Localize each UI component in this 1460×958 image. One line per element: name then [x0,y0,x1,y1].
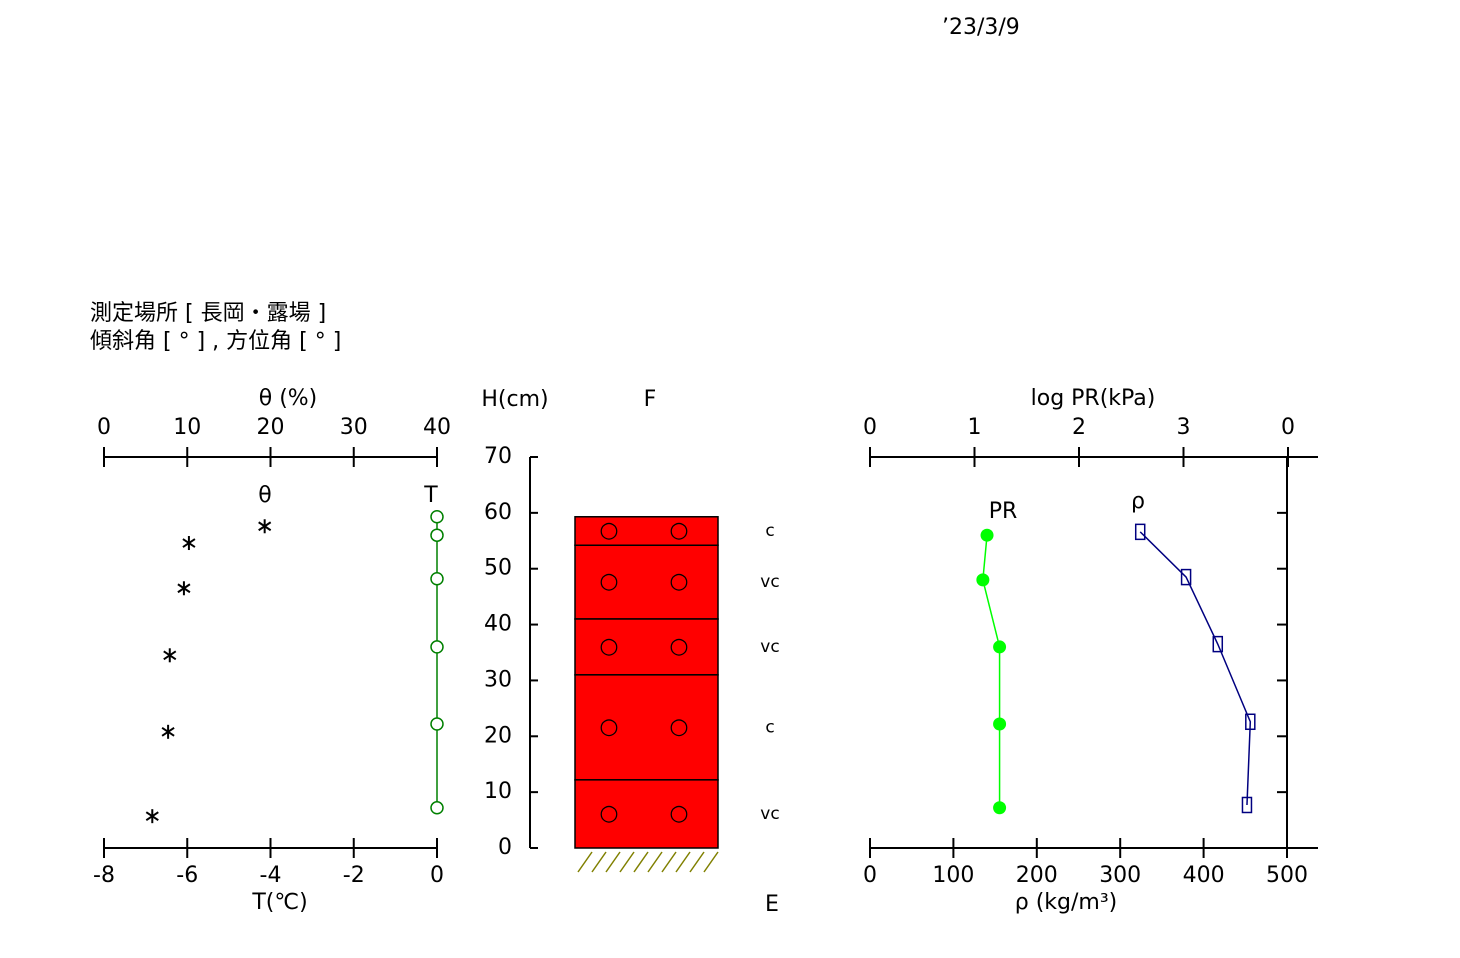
x-tick-label: 0 [863,863,877,888]
x-tick-label: 100 [932,863,974,888]
x-tick-label: 10 [173,415,201,440]
temperature-point [430,510,444,524]
grain-size: vc [760,572,779,592]
x-tick-label: 0 [1281,415,1295,440]
x-tick-label: 20 [257,415,285,440]
star-stroke [145,811,159,821]
x-tick-label: -2 [343,863,365,888]
pr-point [980,528,994,542]
density-point [1241,796,1253,814]
theta-point [182,536,196,551]
theta-axis-title: θ (%) [259,386,318,411]
star-stroke [161,726,175,737]
temperature-point [430,801,444,815]
theta-point [163,648,177,663]
density-axis-title: ρ (kg/m³) [1015,890,1118,915]
x-tick-label: -8 [93,863,115,888]
grain-shape: ○ [669,569,688,594]
star-stroke [163,650,177,661]
y-tick-label: 60 [484,500,512,525]
x-tick-label: 300 [1099,863,1141,888]
x-tick-label: 30 [340,415,368,440]
layer [574,618,719,676]
x-tick-label: 2 [1072,415,1086,440]
temperature-point [430,640,444,654]
star-stroke [182,538,196,548]
x-tick-label: 0 [97,415,111,440]
grain-shape: ○ [599,634,618,659]
grain-shape: ○ [669,518,688,543]
date: ’23/3/9 [942,15,1020,40]
temperature-point [430,717,444,731]
grain-shape: ○ [599,569,618,594]
y-tick-label: 10 [484,779,512,804]
pr-axis-title: log PR(kPa) [1031,386,1156,411]
x-tick-label: 1 [968,415,982,440]
grain-shape: ○ [669,714,688,739]
density-point [1134,523,1146,541]
x-tick-label: 40 [423,415,451,440]
ground-hatch [577,851,719,873]
theta-point [177,581,191,596]
pr-point [976,573,990,587]
y-tick-label: 0 [498,835,512,860]
grain-shape: ○ [599,714,618,739]
x-tick-label: -4 [260,863,282,888]
t-axis-title: T(℃) [251,890,307,915]
grain-shape: ○ [599,518,618,543]
grain-shape: ○ [599,801,618,826]
x-tick-label: 500 [1266,863,1308,888]
site: 測定場所 [ 長岡・露場 ] [90,301,326,326]
theta-point [145,809,159,824]
y-tick-label: 20 [484,723,512,748]
grain-size: c [765,717,774,737]
x-tick-label: 400 [1183,863,1225,888]
theta-point [161,724,175,739]
layer [574,544,719,620]
x-tick-label: 0 [863,415,877,440]
y-tick-label: 70 [484,444,512,469]
temperature-point [430,572,444,586]
density-label: ρ [1131,489,1145,514]
grain-shape: ○ [669,634,688,659]
hardness-title: F [644,387,657,412]
layer [574,779,719,849]
theta-point [258,519,272,534]
y-tick-label: 50 [484,556,512,581]
star-stroke [258,521,272,532]
slope: 傾斜角 [ ° ] , 方位角 [ ° ] [90,329,341,354]
pr-label: PR [989,499,1018,524]
grain-title: E [765,892,779,917]
temperature-point [430,528,444,542]
grain-shape: ○ [669,801,688,826]
t-label: T [423,483,438,508]
theta-label: θ [258,483,271,508]
density-point [1212,635,1224,653]
layer [574,516,719,547]
pr-point [993,801,1007,815]
density-point [1180,568,1192,586]
pr-point [993,640,1007,654]
x-tick-label: -6 [176,863,198,888]
height-axis-title: H(cm) [481,387,548,412]
grain-size: vc [760,804,779,824]
x-tick-label: 0 [430,863,444,888]
grain-size: vc [760,637,779,657]
y-tick-label: 30 [484,667,512,692]
density-line [1139,531,1252,806]
x-tick-label: 3 [1177,415,1191,440]
grain-size: c [765,521,774,541]
pr-point [993,717,1007,731]
y-tick-label: 40 [484,612,512,637]
x-tick-label: 200 [1016,863,1058,888]
density-point [1245,713,1256,731]
layer [574,674,719,781]
star-stroke [177,583,191,594]
